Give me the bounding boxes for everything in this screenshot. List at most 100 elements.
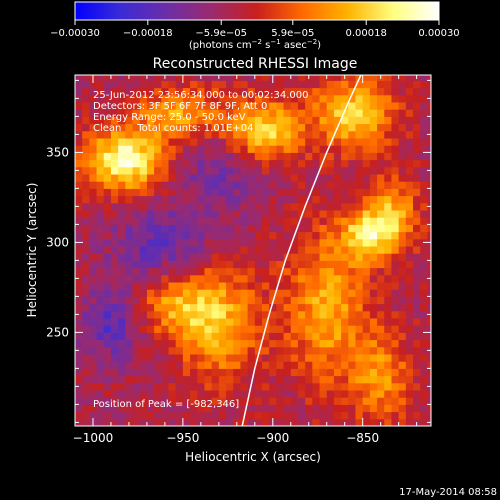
heatmap-cell: [182, 246, 191, 254]
heatmap-cell: [226, 195, 234, 204]
heatmap-cell: [391, 390, 400, 398]
heatmap-cell: [168, 174, 177, 182]
heatmap-cell: [204, 116, 213, 125]
heatmap-cell: [161, 123, 169, 132]
heatmap-cell: [290, 390, 299, 398]
heatmap-cell: [369, 152, 378, 161]
heatmap-cell: [96, 75, 105, 81]
heatmap-cell: [82, 397, 90, 405]
heatmap-cell: [118, 138, 126, 146]
heatmap-cell: [211, 75, 220, 81]
heatmap-cell: [211, 332, 220, 341]
heatmap-cell: [348, 390, 356, 398]
heatmap-cell: [326, 246, 335, 254]
heatmap-cell: [269, 303, 277, 312]
heatmap-cell: [139, 102, 148, 110]
heatmap-cell: [96, 87, 105, 96]
heatmap-cell: [75, 267, 83, 276]
heatmap-cell: [362, 181, 371, 189]
heatmap-cell: [290, 174, 299, 182]
heatmap-cell: [377, 325, 385, 333]
heatmap-cell: [283, 325, 292, 333]
heatmap-cell: [405, 260, 414, 269]
heatmap-cell: [175, 339, 184, 348]
heatmap-cell: [139, 253, 148, 261]
heatmap-cell: [233, 390, 241, 398]
heatmap-cell: [398, 210, 407, 218]
heatmap-cell: [197, 116, 205, 125]
heatmap-cell: [290, 152, 299, 161]
heatmap-cell: [377, 411, 385, 420]
heatmap-cell: [341, 303, 349, 312]
heatmap-cell: [427, 210, 431, 218]
heatmap-cell: [161, 246, 169, 254]
heatmap-cell: [305, 397, 313, 405]
heatmap-cell: [420, 166, 428, 175]
heatmap-cell: [168, 75, 177, 81]
heatmap-cell: [326, 346, 335, 355]
heatmap-cell: [398, 116, 407, 125]
heatmap-cell: [218, 217, 227, 225]
heatmap-cell: [369, 210, 378, 218]
heatmap-cell: [261, 145, 270, 153]
heatmap-cell: [110, 253, 119, 261]
heatmap-cell: [154, 282, 162, 290]
heatmap-cell: [261, 267, 270, 276]
heatmap-cell: [226, 368, 234, 377]
heatmap-cell: [355, 80, 364, 89]
heatmap-cell: [146, 210, 155, 218]
heatmap-cell: [204, 253, 213, 261]
heatmap-cell: [333, 390, 342, 398]
heatmap-cell: [247, 303, 256, 312]
heatmap-cell: [276, 159, 285, 168]
heatmap-cell: [168, 289, 177, 297]
heatmap-cell: [290, 87, 299, 96]
heatmap-cell: [312, 332, 321, 341]
heatmap-cell: [369, 80, 378, 89]
heatmap-cell: [211, 296, 220, 305]
heatmap-cell: [139, 346, 148, 355]
heatmap-cell: [175, 181, 184, 189]
heatmap-cell: [110, 87, 119, 96]
heatmap-cell: [190, 202, 198, 211]
heatmap-cell: [204, 75, 213, 81]
heatmap-cell: [261, 310, 270, 319]
heatmap-cell: [405, 102, 414, 110]
heatmap-cell: [218, 224, 227, 233]
heatmap-cell: [326, 289, 335, 297]
heatmap-cell: [341, 231, 349, 240]
heatmap-cell: [154, 296, 162, 305]
heatmap-cell: [161, 368, 169, 377]
heatmap-cell: [89, 80, 98, 89]
heatmap-cell: [175, 404, 184, 413]
heatmap-cell: [261, 80, 270, 89]
heatmap-cell: [240, 325, 249, 333]
heatmap-cell: [384, 375, 392, 384]
heatmap-cell: [362, 202, 371, 211]
heatmap-cell: [398, 361, 407, 369]
heatmap-cell: [125, 267, 134, 276]
heatmap-cell: [362, 303, 371, 312]
heatmap-cell: [154, 361, 162, 369]
heatmap-cell: [211, 411, 220, 420]
heatmap-cell: [139, 375, 148, 384]
heatmap-cell: [283, 368, 292, 377]
heatmap-cell: [110, 382, 119, 391]
heatmap-cell: [341, 202, 349, 211]
heatmap-cell: [204, 361, 213, 369]
heatmap-cell: [139, 75, 148, 81]
heatmap-cell: [312, 94, 321, 103]
heatmap-cell: [132, 296, 141, 305]
heatmap-cell: [182, 152, 191, 161]
heatmap-cell: [290, 267, 299, 276]
heatmap-cell: [204, 267, 213, 276]
heatmap-cell: [139, 354, 148, 362]
heatmap-cell: [398, 94, 407, 103]
heatmap-cell: [154, 382, 162, 391]
heatmap-cell: [211, 382, 220, 391]
heatmap-cell: [333, 195, 342, 204]
heatmap-cell: [341, 152, 349, 161]
heatmap-cell: [96, 224, 105, 233]
heatmap-cell: [75, 303, 83, 312]
heatmap-cell: [398, 289, 407, 297]
